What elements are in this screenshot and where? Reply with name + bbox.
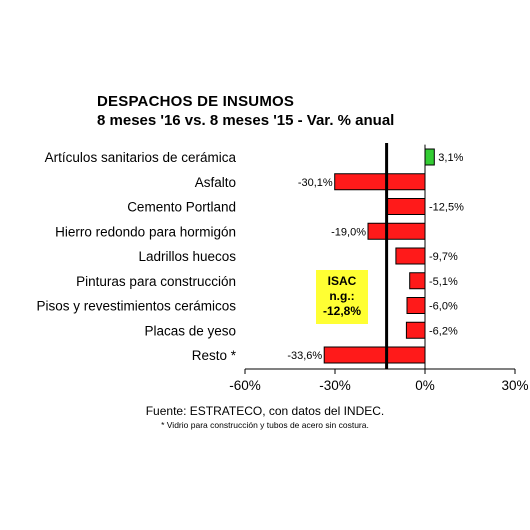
category-label: Pisos y revestimientos cerámicos bbox=[36, 299, 236, 314]
value-label: -19,0% bbox=[331, 226, 366, 238]
category-label: Pinturas para construcción bbox=[76, 274, 236, 289]
value-label: -12,5% bbox=[429, 202, 464, 214]
bar bbox=[367, 222, 426, 240]
category-label: Artículos sanitarios de cerámica bbox=[45, 150, 237, 165]
bar bbox=[409, 272, 426, 290]
category-label: Cemento Portland bbox=[127, 200, 236, 215]
chart-subtitle: 8 meses '16 vs. 8 meses '15 - Var. % anu… bbox=[97, 112, 395, 129]
bar bbox=[395, 247, 426, 265]
value-label: -6,0% bbox=[429, 301, 458, 313]
chart-title: DESPACHOS DE INSUMOS bbox=[97, 93, 295, 110]
bar bbox=[323, 346, 426, 364]
footnote: * Vidrio para construcción y tubos de ac… bbox=[161, 420, 369, 430]
x-tick-label: 30% bbox=[501, 378, 528, 393]
value-label: -6,2% bbox=[429, 325, 458, 337]
category-label: Resto * bbox=[192, 348, 237, 363]
bar bbox=[387, 198, 426, 215]
value-label: -5,1% bbox=[429, 276, 458, 288]
isac-label: -12,8% bbox=[323, 304, 361, 318]
x-tick-label: -60% bbox=[229, 378, 261, 393]
value-label: -30,1% bbox=[298, 177, 333, 189]
bar bbox=[334, 173, 426, 191]
category-label: Ladrillos huecos bbox=[138, 249, 236, 264]
x-tick-label: -30% bbox=[319, 378, 351, 393]
isac-label: ISAC bbox=[328, 274, 357, 288]
bar bbox=[406, 297, 426, 314]
x-tick-label: 0% bbox=[415, 378, 435, 393]
category-label: Placas de yeso bbox=[144, 323, 236, 338]
bar bbox=[424, 148, 435, 166]
category-label: Asfalto bbox=[195, 175, 236, 190]
source-note: Fuente: ESTRATECO, con datos del INDEC. bbox=[145, 404, 385, 418]
value-label: -9,7% bbox=[429, 251, 458, 263]
bar bbox=[405, 321, 426, 339]
isac-box bbox=[316, 270, 368, 324]
category-label: Hierro redondo para hormigón bbox=[55, 224, 236, 239]
value-label: 3,1% bbox=[438, 152, 463, 164]
value-label: -33,6% bbox=[287, 350, 322, 362]
isac-label: n.g.: bbox=[329, 289, 354, 303]
